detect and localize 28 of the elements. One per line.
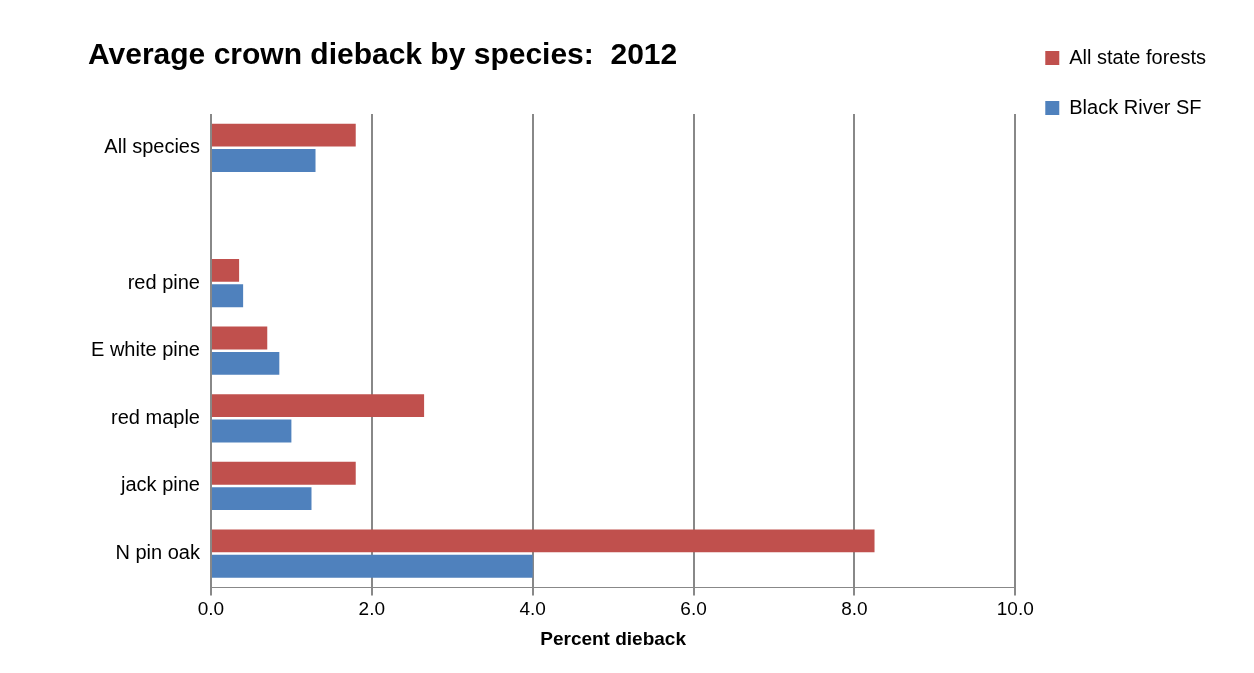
bar (211, 529, 875, 553)
bar (211, 326, 268, 350)
chart-title: Average crown dieback by species: 2012 (88, 37, 678, 71)
y-tick-label: N pin oak (115, 541, 201, 564)
bar (211, 487, 312, 511)
y-tick-label: All species (104, 135, 200, 158)
bar (211, 419, 292, 443)
bar (211, 394, 425, 418)
legend-label: Black River SF (1069, 95, 1202, 118)
y-tick-label: red maple (111, 405, 200, 428)
bar (211, 461, 356, 485)
y-tick-label: E white pine (90, 338, 200, 361)
bar (211, 123, 356, 147)
x-tick-label: 8.0 (841, 598, 868, 620)
x-tick-label: 0.0 (197, 598, 225, 620)
bar (211, 351, 280, 375)
y-tick-label: red pine (127, 270, 200, 293)
legend-label: All state forests (1069, 45, 1206, 68)
x-tick-label: 10.0 (996, 598, 1034, 620)
bar (211, 554, 533, 578)
bar (211, 258, 240, 282)
y-tick-label: jack pine (120, 473, 200, 496)
x-tick-label: 6.0 (680, 598, 707, 620)
x-axis-title: Percent dieback (540, 627, 687, 649)
x-tick-label: 4.0 (519, 598, 546, 620)
bar (211, 149, 316, 172)
bar (211, 284, 244, 308)
x-tick-label: 2.0 (358, 598, 386, 620)
